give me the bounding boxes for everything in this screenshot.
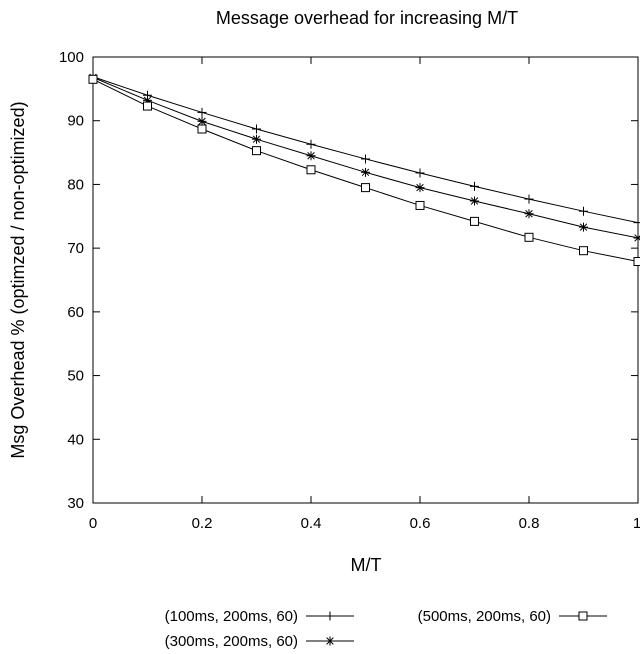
data-point bbox=[197, 124, 207, 134]
data-point bbox=[579, 246, 588, 256]
y-tick-label: 90 bbox=[67, 113, 84, 130]
data-point bbox=[524, 209, 534, 219]
data-point bbox=[470, 196, 479, 206]
legend-marker bbox=[325, 611, 335, 621]
data-point bbox=[197, 116, 207, 126]
y-tick-label: 70 bbox=[67, 240, 84, 257]
plot-frame bbox=[92, 56, 639, 504]
data-point bbox=[306, 165, 316, 175]
series-square bbox=[88, 74, 640, 267]
x-tick-label: 0.6 bbox=[410, 515, 431, 532]
y-axis-title: Msg Overhead % (optimzed / non-optimized… bbox=[8, 101, 28, 458]
data-point bbox=[361, 183, 370, 193]
series-line bbox=[92, 76, 639, 224]
data-point bbox=[252, 124, 261, 134]
data-point bbox=[415, 183, 425, 193]
data-point bbox=[524, 194, 534, 204]
axis-tick-labels: 30 40 50 60 70 80 90 100 0 0.2 0.4 0.6 0.8 1 bbox=[59, 49, 640, 532]
data-point bbox=[361, 167, 370, 177]
data-point bbox=[415, 200, 425, 210]
data-point bbox=[252, 134, 261, 144]
data-point bbox=[143, 101, 152, 111]
legend-entry: (300ms, 200ms, 60) bbox=[165, 633, 354, 650]
y-tick-label: 100 bbox=[59, 49, 84, 66]
data-point bbox=[252, 146, 261, 156]
data-point bbox=[415, 168, 425, 178]
data-point bbox=[579, 206, 588, 216]
x-tick-label: 0.2 bbox=[192, 515, 213, 532]
legend-marker bbox=[325, 636, 335, 646]
y-tick-label: 30 bbox=[67, 495, 84, 512]
x-tick-label: 0.8 bbox=[519, 515, 540, 532]
data-point bbox=[633, 257, 640, 267]
data-point bbox=[88, 74, 98, 84]
series-asterisk bbox=[88, 72, 640, 243]
data-point bbox=[306, 151, 316, 161]
data-point bbox=[470, 216, 479, 226]
x-axis-title: M/T bbox=[351, 555, 382, 575]
legend-label: (100ms, 200ms, 60) bbox=[165, 608, 298, 625]
x-tick-label: 0 bbox=[89, 515, 97, 532]
data-point bbox=[524, 232, 534, 242]
data-point bbox=[633, 233, 640, 243]
y-tick-label: 40 bbox=[67, 431, 84, 448]
x-tick-label: 1 bbox=[633, 515, 640, 532]
data-point bbox=[197, 107, 207, 117]
axis-ticks bbox=[92, 56, 639, 504]
legend-marker bbox=[578, 611, 588, 621]
legend-entry: (100ms, 200ms, 60) bbox=[165, 608, 354, 625]
chart-title: Message overhead for increasing M/T bbox=[216, 8, 518, 28]
data-point bbox=[306, 139, 316, 149]
series-plus bbox=[88, 72, 640, 228]
y-tick-label: 60 bbox=[67, 304, 84, 321]
data-point bbox=[579, 222, 588, 232]
data-point bbox=[633, 218, 640, 228]
y-tick-label: 80 bbox=[67, 176, 84, 193]
x-tick-label: 0.4 bbox=[301, 515, 322, 532]
legend: (100ms, 200ms, 60) (300ms, 200ms, 60) (500… bbox=[165, 608, 607, 650]
series-layer bbox=[88, 72, 640, 267]
legend-entry: (500ms, 200ms, 60) bbox=[418, 608, 607, 625]
legend-label: (500ms, 200ms, 60) bbox=[418, 608, 551, 625]
data-point bbox=[470, 181, 479, 191]
data-point bbox=[361, 154, 370, 164]
y-tick-label: 50 bbox=[67, 368, 84, 385]
legend-label: (300ms, 200ms, 60) bbox=[165, 633, 298, 650]
